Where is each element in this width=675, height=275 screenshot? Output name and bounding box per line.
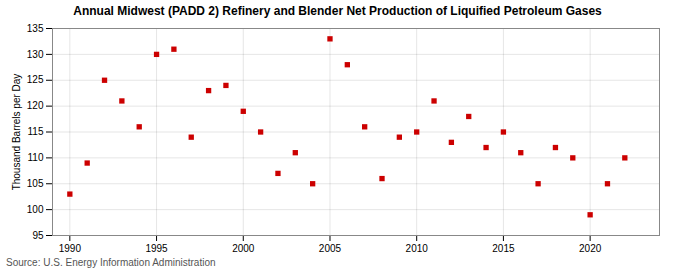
svg-text:100: 100 xyxy=(27,204,44,215)
html-text:Annual Midwest (PADD 2) Refine: Annual Midwest (PADD 2) Refinery and Ble… xyxy=(73,4,602,18)
svg-text:2020: 2020 xyxy=(579,243,602,254)
svg-text:Thousand Barrels per Day: Thousand Barrels per Day xyxy=(11,74,22,191)
svg-text:125: 125 xyxy=(27,74,44,85)
svg-text:110: 110 xyxy=(28,152,44,163)
svg-text:135: 135 xyxy=(27,23,44,34)
svg-text:2010: 2010 xyxy=(406,243,429,254)
svg-text:1995: 1995 xyxy=(145,243,168,254)
svg-text:105: 105 xyxy=(27,178,44,189)
svg-text:1990: 1990 xyxy=(59,243,82,254)
html-text:Source: U.S. Energy Informatio: Source: U.S. Energy Information Administ… xyxy=(6,257,216,268)
svg-text:130: 130 xyxy=(27,49,44,60)
svg-text:2005: 2005 xyxy=(319,243,342,254)
svg-text:2015: 2015 xyxy=(492,243,515,254)
svg-text:2000: 2000 xyxy=(232,243,255,254)
svg-text:95: 95 xyxy=(32,230,44,241)
svg-text:120: 120 xyxy=(27,100,44,111)
svg-text:115: 115 xyxy=(28,126,44,137)
